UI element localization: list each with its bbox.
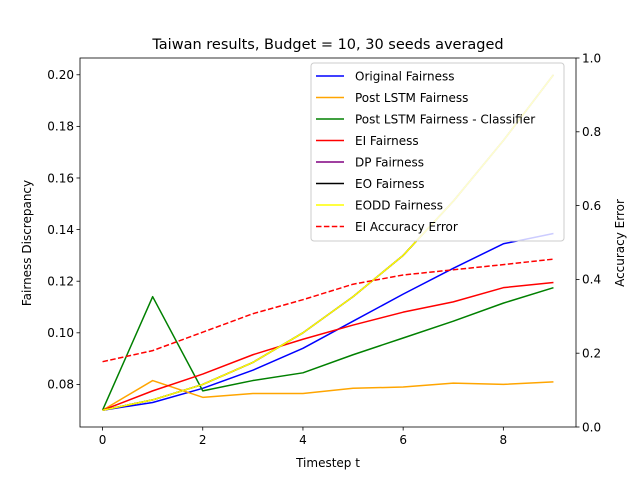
x-tick-label: 0 xyxy=(99,433,107,447)
y2-tick-label: 0.4 xyxy=(582,273,601,287)
legend-label: EI Fairness xyxy=(355,134,419,148)
y-axis-label: Fairness Discrepancy xyxy=(20,180,34,306)
y-tick-label: 0.08 xyxy=(47,378,74,392)
y-tick-label: 0.16 xyxy=(47,171,74,185)
y2-tick-label: 0.0 xyxy=(582,420,601,434)
series-line-7 xyxy=(102,258,554,363)
legend-label: DP Fairness xyxy=(355,156,424,170)
y2-tick-label: 0.2 xyxy=(582,347,601,361)
legend-label: Post LSTM Fairness xyxy=(355,91,468,105)
legend-label: EODD Fairness xyxy=(355,199,443,213)
y2-tick-label: 0.6 xyxy=(582,199,601,213)
y2-tick-label: 1.0 xyxy=(582,51,601,65)
y-tick-label: 0.12 xyxy=(47,275,74,289)
series-line-0 xyxy=(102,232,554,411)
x-tick-label: 2 xyxy=(199,433,207,447)
series-layer xyxy=(101,74,555,411)
y-tick-label: 0.20 xyxy=(47,68,74,82)
x-tick-label: 4 xyxy=(299,433,307,447)
legend-label: EO Fairness xyxy=(355,177,425,191)
axes-layer: 0 2 4 6 8 0.08 0.10 0.12 0.14 0.16 0.18 0.20 0.0 0.2 0… xyxy=(47,51,601,447)
y2-axis-label: Accuracy Error xyxy=(613,199,627,287)
x-tick-label: 6 xyxy=(399,433,407,447)
y-tick-label: 0.14 xyxy=(47,223,74,237)
y-tick-label: 0.10 xyxy=(47,326,74,340)
y-tick-label: 0.18 xyxy=(47,120,74,134)
legend-box xyxy=(310,62,565,242)
series-line-3 xyxy=(102,281,554,411)
legend-label: Original Fairness xyxy=(355,70,454,84)
plot-frame xyxy=(79,57,577,428)
legend-label: Post LSTM Fairness - Classifier xyxy=(355,113,535,127)
legend-label: EI Accuracy Error xyxy=(355,220,458,234)
series-line-2 xyxy=(101,286,554,411)
chart-title: Taiwan results, Budget = 10, 30 seeds av… xyxy=(151,37,503,53)
series-line-1 xyxy=(102,379,554,411)
x-axis-label: Timestep t xyxy=(295,456,360,470)
y2-tick-label: 0.8 xyxy=(582,125,601,139)
legend: Original Fairness Post LSTM Fairness Post … xyxy=(310,62,565,242)
x-tick-label: 8 xyxy=(500,433,508,447)
